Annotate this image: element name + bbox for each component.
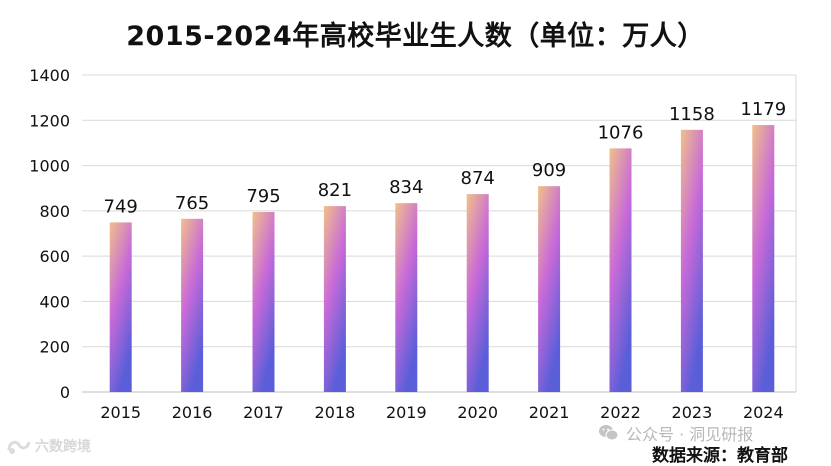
x-tick-label: 2016 — [172, 403, 213, 422]
y-axis: 0 200 400 600 800 1000 1200 1400 — [29, 66, 70, 402]
data-label: 765 — [175, 193, 209, 214]
y-tick-label: 400 — [39, 292, 70, 311]
x-tick-label: 2022 — [600, 403, 641, 422]
data-label: 909 — [532, 160, 566, 181]
data-label: 1179 — [740, 99, 786, 120]
bar-2021 — [538, 186, 561, 392]
x-tick-label: 2017 — [243, 403, 284, 422]
x-tick-label: 2019 — [386, 403, 427, 422]
bar-2022 — [609, 148, 632, 392]
logo-icon — [7, 440, 31, 454]
bar-2024 — [752, 125, 775, 392]
bars — [109, 125, 775, 392]
data-label: 749 — [104, 196, 138, 217]
x-tick-label: 2020 — [457, 403, 498, 422]
watermark-right-text: 公众号 · 洞见研报 — [626, 425, 754, 444]
bar-2020 — [466, 194, 489, 392]
bar-2019 — [395, 203, 418, 392]
data-label: 874 — [461, 168, 495, 189]
bar-2018 — [323, 206, 346, 392]
x-tick-label: 2015 — [100, 403, 141, 422]
wechat-icon — [599, 425, 619, 441]
y-tick-label: 800 — [39, 202, 70, 221]
data-label: 821 — [318, 180, 352, 201]
data-labels: 749 765 795 821 834 874 909 1076 1158 1179 — [104, 99, 787, 217]
bar-2016 — [181, 218, 204, 392]
y-tick-label: 1200 — [29, 111, 70, 130]
x-axis: 2015 2016 2017 2018 2019 2020 2021 2022 2023 2024 — [100, 403, 783, 422]
x-tick-label: 2018 — [315, 403, 356, 422]
x-tick-label: 2021 — [529, 403, 570, 422]
y-tick-label: 600 — [39, 247, 70, 266]
data-label: 795 — [246, 186, 280, 207]
y-tick-label: 1400 — [29, 66, 70, 85]
source-note: 数据来源：教育部 — [652, 446, 788, 466]
x-tick-label: 2024 — [743, 403, 784, 422]
chart-title: 2015-2024年高校毕业生人数（单位：万人） — [126, 21, 705, 52]
data-label: 1076 — [598, 122, 644, 143]
watermark-right: 公众号 · 洞见研报 — [598, 421, 753, 445]
y-tick-label: 0 — [60, 383, 70, 402]
y-tick-label: 1000 — [29, 157, 70, 176]
watermark-left-text: 六数跨境 — [35, 439, 91, 455]
data-label: 1158 — [669, 104, 715, 125]
data-label: 834 — [389, 177, 423, 198]
watermark-left: 六数跨境 — [6, 436, 91, 456]
bar-2015 — [109, 222, 132, 392]
bar-2017 — [252, 211, 275, 392]
y-tick-label: 200 — [39, 338, 70, 357]
x-tick-label: 2023 — [672, 403, 713, 422]
bar-2023 — [680, 129, 703, 392]
